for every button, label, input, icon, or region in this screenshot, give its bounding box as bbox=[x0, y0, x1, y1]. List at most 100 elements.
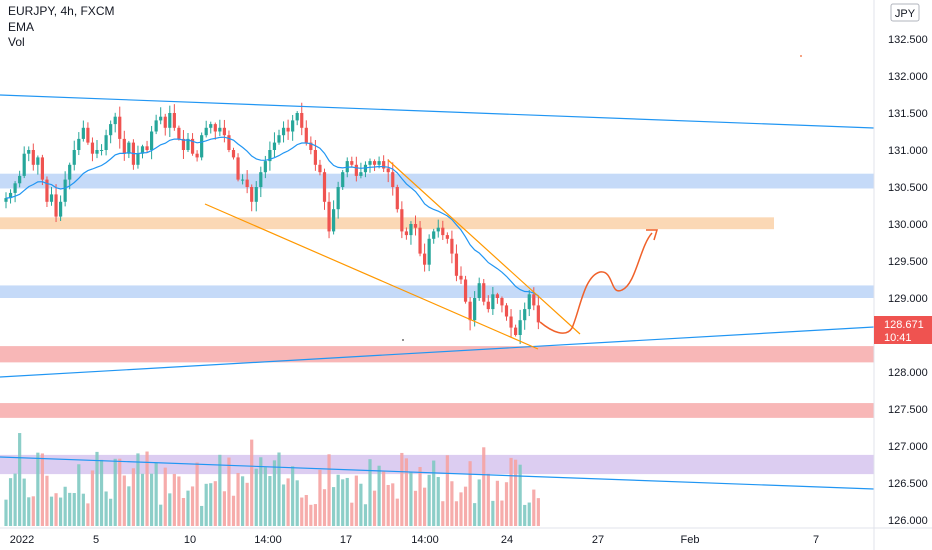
candle-22 bbox=[104, 135, 108, 150]
volume-bar-71 bbox=[327, 454, 331, 526]
candle-24 bbox=[113, 116, 117, 125]
candle-85 bbox=[391, 172, 395, 187]
wedge-lower-line bbox=[204, 203, 539, 350]
candle-81 bbox=[372, 161, 377, 165]
candle-26 bbox=[122, 138, 126, 154]
legend-ema[interactable]: EMA bbox=[8, 20, 34, 34]
y-tick-label: 131.000 bbox=[888, 145, 928, 157]
legend-vol[interactable]: Vol bbox=[8, 35, 25, 49]
volume-bar-73 bbox=[336, 474, 340, 526]
candle-6 bbox=[31, 150, 35, 165]
volume-bar-81 bbox=[372, 490, 377, 526]
candle-64 bbox=[295, 113, 299, 121]
y-tick-label: 131.500 bbox=[888, 108, 928, 120]
volume-bar-108 bbox=[495, 480, 499, 526]
y-tick-label: 132.000 bbox=[888, 71, 928, 83]
candle-70 bbox=[322, 172, 327, 202]
volume-bar-30 bbox=[140, 473, 145, 526]
volume-bar-2 bbox=[13, 473, 17, 526]
volume-bar-85 bbox=[391, 483, 395, 526]
volume-bar-117 bbox=[536, 498, 540, 526]
candle-36 bbox=[168, 113, 172, 128]
volume-bar-28 bbox=[131, 468, 135, 526]
volume-bar-27 bbox=[127, 486, 131, 526]
candle-21 bbox=[99, 150, 104, 151]
candle-71 bbox=[327, 201, 331, 232]
candle-103 bbox=[473, 298, 477, 321]
candle-49 bbox=[227, 135, 231, 150]
x-tick-label: 5 bbox=[93, 534, 99, 546]
zones-layer bbox=[0, 173, 874, 475]
volume-bar-92 bbox=[423, 487, 427, 526]
candle-99 bbox=[454, 253, 459, 276]
y-tick-label: 127.000 bbox=[888, 441, 928, 453]
candle-27 bbox=[127, 142, 131, 154]
candle-68 bbox=[313, 150, 317, 165]
volume-bar-76 bbox=[350, 502, 354, 526]
volume-bar-62 bbox=[286, 478, 290, 526]
volume-bar-3 bbox=[18, 433, 22, 526]
trendline-volume bbox=[0, 456, 875, 490]
candle-18 bbox=[86, 127, 90, 143]
candle-84 bbox=[386, 168, 390, 173]
x-tick-label: 24 bbox=[501, 534, 513, 546]
x-tick-label: 17 bbox=[340, 534, 352, 546]
y-tick-label: 130.500 bbox=[888, 182, 928, 194]
candle-87 bbox=[400, 209, 404, 232]
volume-bar-22 bbox=[104, 491, 108, 526]
candle-57 bbox=[263, 161, 267, 173]
volume-bar-84 bbox=[386, 484, 390, 526]
volume-bar-37 bbox=[172, 473, 176, 526]
volume-bar-46 bbox=[213, 481, 217, 526]
volume-bar-69 bbox=[318, 469, 322, 526]
trendline-rising-support bbox=[0, 326, 875, 378]
volume-bar-93 bbox=[427, 474, 431, 526]
candle-91 bbox=[418, 227, 422, 254]
candle-31 bbox=[145, 146, 149, 150]
y-tick-label: 132.500 bbox=[888, 34, 928, 46]
candle-78 bbox=[359, 172, 363, 176]
volume-bar-48 bbox=[222, 491, 226, 526]
volume-bar-14 bbox=[68, 492, 72, 526]
volume-bar-82 bbox=[377, 465, 381, 526]
candle-82 bbox=[377, 161, 381, 165]
legend-symbol[interactable]: EURJPY, 4h, FXCM bbox=[8, 4, 114, 18]
volume-bar-106 bbox=[486, 473, 490, 526]
candle-8 bbox=[40, 157, 44, 180]
candle-29 bbox=[136, 153, 140, 165]
volume-bar-56 bbox=[259, 457, 263, 526]
candle-96 bbox=[441, 227, 445, 236]
candle-0 bbox=[4, 198, 8, 202]
volume-bar-94 bbox=[432, 460, 436, 526]
volume-bar-83 bbox=[382, 471, 386, 526]
candle-73 bbox=[336, 187, 340, 210]
y-tick-label: 127.500 bbox=[888, 404, 928, 416]
volume-bar-18 bbox=[86, 503, 90, 526]
zone-red-3 bbox=[0, 346, 874, 363]
y-tick-label: 128.000 bbox=[888, 367, 928, 379]
candle-41 bbox=[190, 138, 195, 154]
volume-bar-90 bbox=[413, 490, 418, 526]
candle-51 bbox=[236, 157, 240, 180]
candle-97 bbox=[445, 235, 449, 239]
candle-104 bbox=[477, 283, 481, 298]
candle-2 bbox=[13, 183, 17, 193]
candle-34 bbox=[159, 116, 163, 121]
volume-bar-54 bbox=[250, 439, 254, 526]
candle-46 bbox=[213, 124, 217, 132]
currency-badge[interactable] bbox=[890, 3, 920, 22]
volume-bar-15 bbox=[72, 493, 76, 526]
candle-105 bbox=[482, 283, 486, 302]
candle-20 bbox=[95, 150, 99, 154]
candle-53 bbox=[245, 179, 249, 187]
volume-bar-38 bbox=[177, 476, 181, 526]
candle-35 bbox=[163, 116, 167, 128]
candle-23 bbox=[109, 124, 113, 136]
candle-59 bbox=[272, 142, 277, 150]
projection-path bbox=[539, 232, 653, 334]
marker-dot-2 bbox=[800, 55, 802, 57]
candle-10 bbox=[49, 194, 54, 202]
volume-bar-104 bbox=[477, 479, 481, 526]
